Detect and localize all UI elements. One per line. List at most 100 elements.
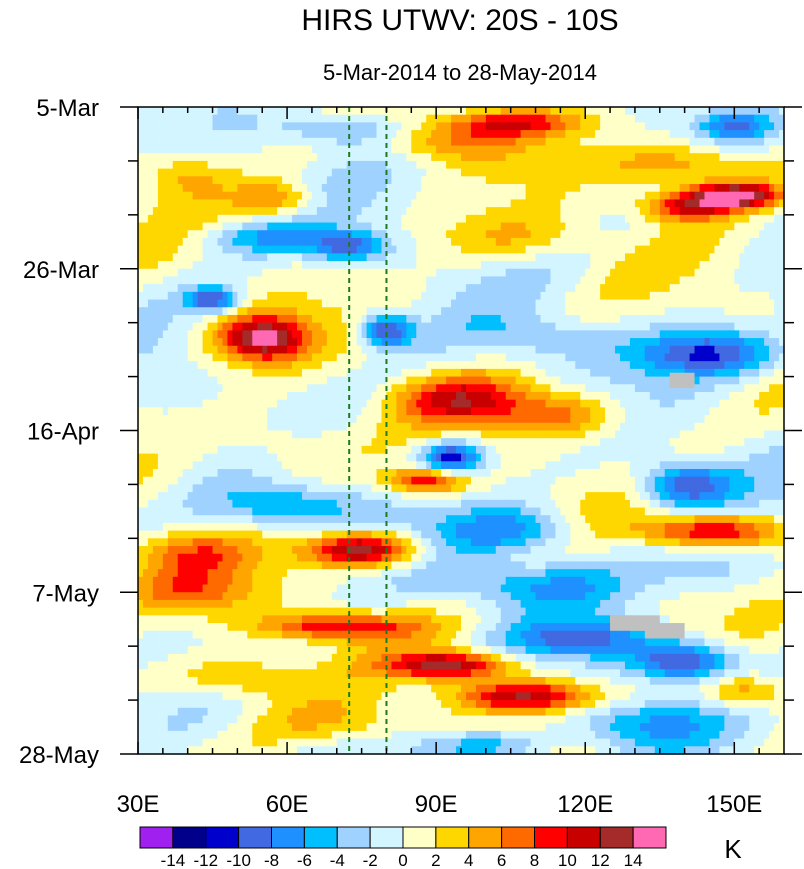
heatmap-cell xyxy=(217,207,224,216)
heatmap-cell xyxy=(634,391,641,401)
heatmap-cell xyxy=(192,222,199,231)
heatmap-cell xyxy=(530,307,537,316)
heatmap-cell xyxy=(475,291,482,301)
heatmap-cell xyxy=(138,314,144,324)
heatmap-cell xyxy=(515,114,522,123)
heatmap-cell xyxy=(177,184,184,193)
heatmap-cell xyxy=(510,230,517,239)
heatmap-cell xyxy=(232,245,238,254)
heatmap-cell xyxy=(351,237,358,247)
heatmap-cell xyxy=(212,276,219,285)
heatmap-cell xyxy=(779,214,785,224)
heatmap-cell xyxy=(510,168,517,177)
heatmap-cell xyxy=(510,176,517,185)
heatmap-cell xyxy=(316,153,323,162)
heatmap-cell xyxy=(202,330,209,339)
heatmap-cell xyxy=(669,230,676,239)
heatmap-cell xyxy=(287,160,293,170)
heatmap-cell xyxy=(162,168,169,177)
heatmap-cell xyxy=(426,168,432,177)
heatmap-cell xyxy=(480,199,487,208)
heatmap-cell xyxy=(272,160,278,170)
heatmap-cell xyxy=(411,176,417,185)
heatmap-cell xyxy=(595,314,601,324)
heatmap-cell xyxy=(167,253,174,262)
heatmap-cell xyxy=(242,245,248,254)
heatmap-cell xyxy=(769,184,775,193)
heatmap-cell xyxy=(719,122,725,131)
heatmap-cell xyxy=(605,291,611,301)
heatmap-cell xyxy=(664,268,671,278)
heatmap-cell xyxy=(391,307,397,316)
heatmap-cell xyxy=(470,199,477,208)
heatmap-cell xyxy=(356,322,363,331)
heatmap-cell xyxy=(739,261,745,270)
heatmap-cell xyxy=(624,284,631,293)
heatmap-cell xyxy=(282,184,288,193)
heatmap-cell xyxy=(729,322,735,331)
heatmap-cell xyxy=(615,322,621,331)
heatmap-cell xyxy=(311,253,318,262)
heatmap-cell xyxy=(162,345,169,355)
heatmap-cell xyxy=(684,391,691,401)
heatmap-cell xyxy=(217,338,224,347)
heatmap-cell xyxy=(495,322,502,331)
heatmap-cell xyxy=(381,237,388,247)
heatmap-cell xyxy=(207,261,214,270)
heatmap-cell xyxy=(729,345,735,355)
heatmap-cell xyxy=(396,338,402,347)
heatmap-cell xyxy=(465,184,472,193)
heatmap-cell xyxy=(252,322,258,331)
heatmap-cell xyxy=(704,384,711,393)
heatmap-cell xyxy=(540,284,547,293)
heatmap-cell xyxy=(490,253,497,262)
heatmap-cell xyxy=(406,330,412,339)
heatmap-cell xyxy=(138,338,144,347)
heatmap-cell xyxy=(321,399,328,408)
heatmap-cell xyxy=(431,338,437,347)
heatmap-cell xyxy=(590,184,596,193)
heatmap-cell xyxy=(575,237,581,247)
heatmap-cell xyxy=(779,160,785,170)
heatmap-cell xyxy=(759,376,765,385)
heatmap-cell xyxy=(297,214,303,224)
heatmap-cell xyxy=(550,130,557,139)
heatmap-cell xyxy=(182,330,189,339)
heatmap-cell xyxy=(495,184,502,193)
heatmap-cell xyxy=(336,122,343,131)
heatmap-cell xyxy=(257,168,263,177)
heatmap-cell xyxy=(495,353,502,362)
heatmap-cell xyxy=(555,261,561,270)
heatmap-cell xyxy=(734,384,740,393)
heatmap-cell xyxy=(436,237,442,247)
heatmap-cell xyxy=(242,230,248,239)
heatmap-cell xyxy=(644,268,651,278)
heatmap-cell xyxy=(451,330,457,339)
heatmap-cell xyxy=(461,245,467,254)
heatmap-cell xyxy=(764,261,770,270)
heatmap-cell xyxy=(600,338,606,347)
heatmap-cell xyxy=(600,168,606,177)
heatmap-cell xyxy=(222,330,229,339)
heatmap-cell xyxy=(431,291,437,301)
heatmap-cell xyxy=(749,176,755,185)
heatmap-cell xyxy=(167,338,174,347)
heatmap-cell xyxy=(649,230,656,239)
heatmap-cell xyxy=(659,345,666,355)
heatmap-cell xyxy=(336,307,343,316)
heatmap-cell xyxy=(679,384,686,393)
heatmap-cell xyxy=(699,114,706,123)
heatmap-cell xyxy=(510,307,517,316)
heatmap-cell xyxy=(694,191,701,201)
heatmap-cell xyxy=(406,237,412,247)
heatmap-cell xyxy=(421,184,427,193)
heatmap-cell xyxy=(272,237,278,247)
heatmap-cell xyxy=(555,299,561,308)
heatmap-cell xyxy=(540,237,547,247)
heatmap-cell xyxy=(495,345,502,355)
heatmap-cell xyxy=(664,222,671,231)
heatmap-cell xyxy=(734,268,740,278)
heatmap-cell xyxy=(167,207,174,216)
heatmap-cell xyxy=(212,268,219,278)
heatmap-cell xyxy=(515,153,522,162)
